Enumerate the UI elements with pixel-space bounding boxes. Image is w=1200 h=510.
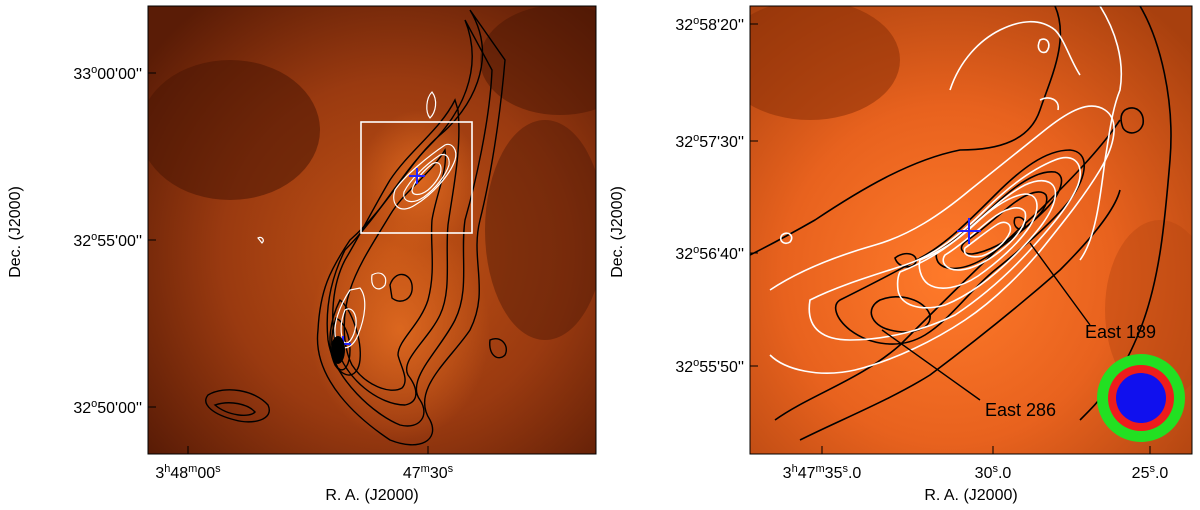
right-ytick-2: 32o57'30''	[675, 132, 744, 151]
left-white-contours	[257, 91, 457, 349]
left-ytick-3: 32o50'00''	[73, 398, 142, 417]
left-xtick-1: 3h48m00s	[155, 463, 221, 482]
zoom-region-box	[360, 121, 473, 234]
right-xtick-3: 25s.0	[1132, 463, 1169, 482]
beam-size-legend	[1097, 354, 1185, 442]
left-ytick-2: 32o55'00''	[73, 231, 142, 250]
left-marker-north	[409, 168, 425, 184]
left-xtick-2: 47m30s	[403, 463, 454, 482]
right-ytick-1: 32o58'20''	[675, 15, 744, 34]
right-ytick-3: 32o56'40''	[675, 244, 744, 263]
right-y-axis-title: Dec. (J2000)	[609, 186, 626, 278]
right-marker	[957, 218, 981, 244]
right-xtick-1: 3h47m35s.0	[783, 463, 862, 482]
left-map-panel: 33o00'00'' 32o55'00'' 32o50'00'' 3h48m00…	[7, 5, 597, 504]
right-map-panel: East 189 East 286 32o58'20'' 32o57'30'' …	[609, 5, 1193, 504]
left-y-axis-title: Dec. (J2000)	[7, 186, 24, 278]
label-east-286: East 286	[985, 400, 1056, 420]
left-x-axis-title: R. A. (J2000)	[325, 487, 418, 504]
right-ytick-4: 32o55'50''	[675, 357, 744, 376]
right-xtick-2: 30s.0	[975, 463, 1012, 482]
left-ytick-1: 33o00'00''	[73, 64, 142, 83]
label-east-189: East 189	[1085, 322, 1156, 342]
right-x-axis-title: R. A. (J2000)	[924, 487, 1017, 504]
left-black-contours	[205, 9, 507, 446]
